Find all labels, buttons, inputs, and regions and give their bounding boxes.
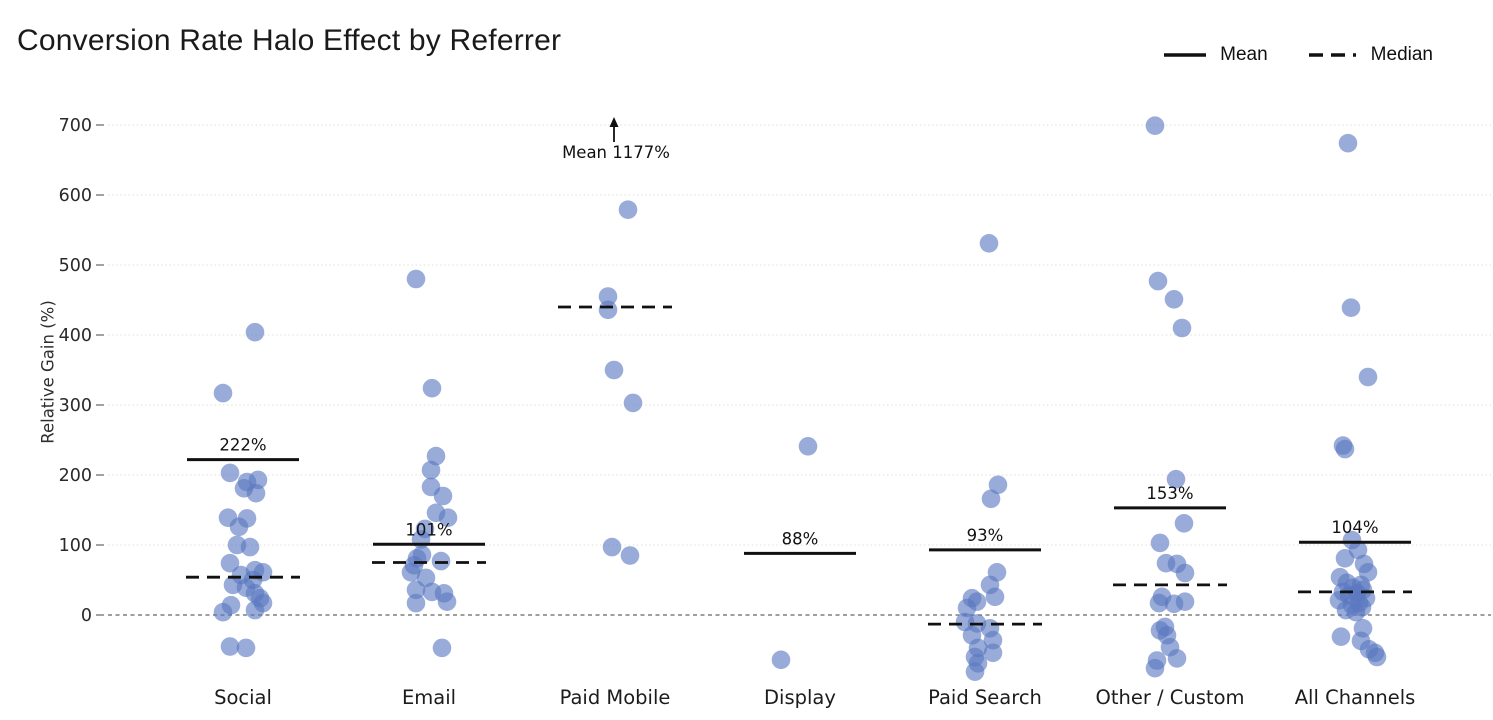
data-point — [1331, 627, 1351, 646]
data-point — [957, 598, 977, 618]
data-point — [213, 383, 233, 403]
data-point — [618, 200, 638, 219]
data-point — [1346, 602, 1366, 622]
data-point — [1367, 647, 1387, 667]
data-point — [1174, 514, 1194, 533]
offscale-mean-label: Mean 1177% — [562, 143, 670, 162]
data-point — [406, 269, 426, 289]
data-point — [1338, 133, 1358, 153]
data-point — [1341, 298, 1361, 318]
data-point — [433, 486, 453, 506]
data-point — [985, 587, 1005, 607]
data-point — [245, 322, 265, 342]
data-point — [798, 437, 818, 456]
data-point — [1145, 658, 1165, 678]
data-point — [1175, 563, 1195, 583]
data-point — [401, 563, 421, 582]
data-point — [426, 446, 446, 466]
data-point — [1164, 594, 1184, 614]
mean-value-label: 222% — [219, 436, 266, 455]
data-point — [598, 300, 618, 320]
data-point — [620, 546, 640, 565]
data-point — [438, 508, 458, 527]
data-point — [1164, 290, 1184, 309]
data-point — [981, 489, 1001, 509]
data-point — [1149, 593, 1169, 613]
data-point — [421, 460, 441, 480]
y-tick-label: 500 — [59, 256, 92, 276]
legend-mean-label: Mean — [1220, 44, 1268, 65]
mean-value-label: 93% — [967, 526, 1004, 545]
data-point — [1335, 439, 1355, 459]
legend: Mean Median — [1163, 44, 1433, 66]
offscale-mean-arrowhead — [609, 117, 619, 127]
data-point — [220, 553, 240, 573]
data-point — [1358, 367, 1378, 387]
data-point — [406, 580, 426, 600]
data-point — [965, 662, 985, 681]
data-point — [246, 483, 266, 503]
legend-median-label: Median — [1370, 44, 1433, 65]
category-label: Email — [402, 686, 456, 709]
data-point — [1335, 549, 1355, 568]
category-label: Paid Mobile — [560, 686, 671, 709]
data-point — [229, 517, 249, 537]
data-point — [602, 537, 622, 557]
data-point — [406, 593, 426, 613]
data-point — [213, 602, 233, 622]
y-tick-label: 100 — [59, 536, 92, 556]
legend-item-mean: Mean — [1163, 44, 1268, 66]
mean-value-label: 101% — [405, 520, 452, 539]
data-point — [1148, 271, 1168, 291]
mean-value-label: 104% — [1331, 518, 1378, 537]
data-point — [988, 475, 1008, 495]
data-point — [1166, 469, 1186, 489]
data-point — [983, 643, 1003, 663]
category-label: All Channels — [1295, 686, 1416, 709]
y-axis-title: Relative Gain (%) — [38, 300, 58, 444]
mean-line-icon — [1164, 53, 1207, 57]
data-point — [437, 592, 457, 611]
data-point — [422, 378, 442, 398]
data-point — [432, 638, 452, 658]
data-point — [1150, 533, 1170, 553]
y-tick-label: 0 — [81, 606, 92, 626]
data-point — [771, 650, 791, 670]
category-label: Paid Search — [928, 686, 1042, 709]
data-point — [236, 638, 256, 658]
category-label: Display — [764, 686, 836, 709]
y-tick-label: 400 — [59, 326, 92, 346]
y-tick-label: 300 — [59, 396, 92, 416]
mean-value-label: 88% — [782, 529, 819, 548]
data-point — [240, 537, 260, 557]
y-tick-label: 700 — [59, 116, 92, 136]
data-point — [220, 463, 240, 483]
category-label: Other / Custom — [1095, 686, 1244, 709]
y-tick-label: 600 — [59, 186, 92, 206]
data-point — [1172, 318, 1192, 338]
data-point — [1167, 649, 1187, 668]
data-point — [604, 360, 624, 380]
y-tick-label: 200 — [59, 466, 92, 486]
chart-title: Conversion Rate Halo Effect by Referrer — [17, 24, 562, 57]
data-point — [979, 234, 999, 253]
data-point — [623, 393, 643, 413]
data-point — [598, 287, 618, 306]
mean-value-label: 153% — [1146, 484, 1193, 503]
category-label: Social — [214, 686, 272, 709]
data-point — [220, 637, 240, 656]
legend-item-median: Median — [1308, 44, 1433, 66]
median-line-icon — [1308, 53, 1357, 57]
data-point — [1145, 116, 1165, 135]
data-point — [245, 600, 265, 620]
